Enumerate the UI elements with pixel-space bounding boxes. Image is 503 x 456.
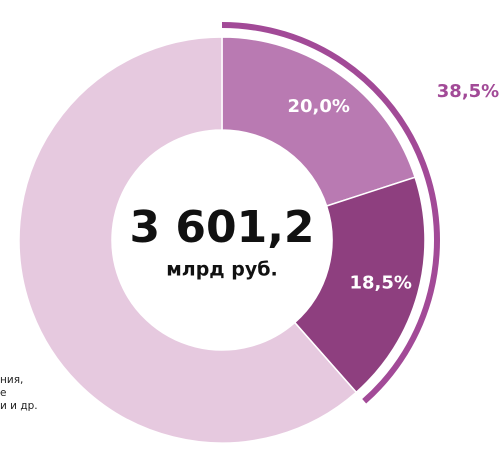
donut-segment xyxy=(221,36,417,207)
center-value: 3 601,2 xyxy=(129,202,314,253)
center-unit: млрд руб. xyxy=(166,259,277,281)
annotation: и и др. xyxy=(0,400,38,412)
data-label: 18,5% xyxy=(349,272,411,293)
highlight-label: 38,5% xyxy=(437,81,499,102)
donut-segment xyxy=(293,176,426,394)
highlight-arc xyxy=(221,22,440,404)
donut-segment xyxy=(18,36,358,444)
annotation: е xyxy=(0,387,6,399)
data-label: 20,0% xyxy=(287,96,349,117)
annotation: ния, xyxy=(0,374,23,386)
